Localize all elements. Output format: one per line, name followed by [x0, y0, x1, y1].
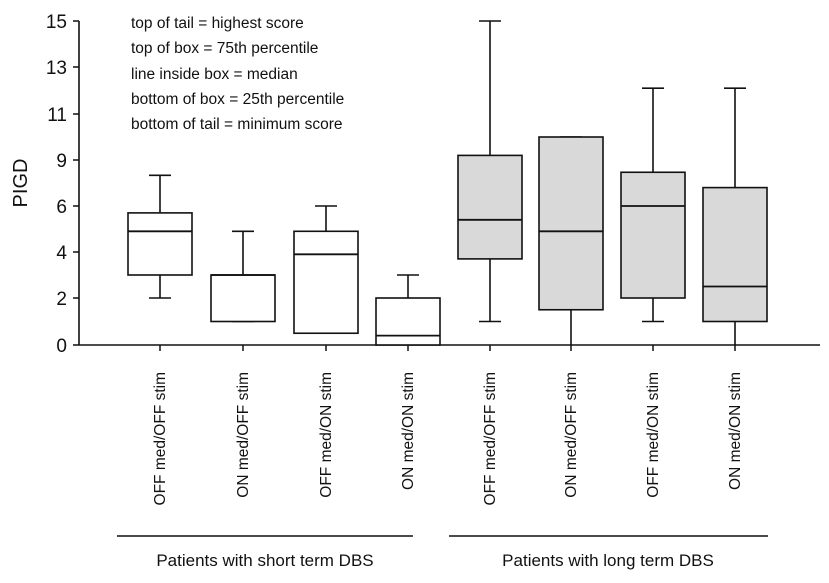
category-label: ON med/ON stim — [400, 372, 417, 490]
box-plot-6 — [538, 136, 604, 345]
y-tick-label: 4 — [56, 243, 67, 264]
category-label: ON med/OFF stim — [235, 372, 252, 498]
y-tick-label: 6 — [56, 197, 67, 218]
y-tick-label: 9 — [56, 151, 67, 172]
iqr-box — [538, 136, 604, 311]
iqr-box — [457, 154, 523, 260]
box-plot-1 — [127, 174, 193, 299]
group-labels: Patients with short term DBS Patients wi… — [117, 535, 768, 570]
box-plot-2 — [210, 230, 276, 323]
iqr-box — [702, 186, 768, 323]
y-tick-label: 2 — [56, 289, 67, 310]
category-label: OFF med/ON stim — [645, 372, 662, 498]
category-label: OFF med/OFF stim — [152, 372, 169, 505]
category-label: ON med/ON stim — [727, 372, 744, 490]
axes: 0 2 4 6 9 11 13 15 OFF med/OFF stim ON med/OFF st… — [46, 12, 820, 505]
iqr-box — [210, 274, 276, 323]
category-label: OFF med/OFF stim — [482, 372, 499, 505]
y-tick-label: 0 — [56, 336, 67, 357]
legend-line-4: bottom of box = 25th percentile — [131, 91, 344, 108]
category-label: OFF med/ON stim — [318, 372, 335, 498]
iqr-box — [375, 297, 441, 346]
legend-line-1: top of tail = highest score — [131, 15, 304, 32]
box-plot-8 — [702, 87, 768, 345]
iqr-box — [293, 230, 359, 335]
iqr-box — [620, 171, 686, 299]
box-plot-7 — [620, 87, 686, 323]
category-label: ON med/OFF stim — [563, 372, 580, 498]
iqr-box — [127, 212, 193, 276]
y-tick-label: 15 — [46, 12, 67, 33]
boxes — [127, 20, 768, 346]
y-tick-label: 13 — [46, 58, 67, 79]
legend-line-2: top of box = 75th percentile — [131, 40, 318, 57]
legend: top of tail = highest score top of box =… — [131, 15, 344, 133]
box-plot-3 — [293, 205, 359, 335]
legend-line-5: bottom of tail = minimum score — [131, 116, 342, 133]
group-label-short: Patients with short term DBS — [156, 551, 373, 570]
box-plot-4 — [375, 274, 441, 346]
y-tick-label: 11 — [47, 105, 67, 126]
y-axis-title: PIGD — [10, 159, 32, 208]
box-plot-5 — [457, 20, 523, 323]
group-label-long: Patients with long term DBS — [502, 551, 714, 570]
legend-line-3: line inside box = median — [131, 66, 298, 83]
